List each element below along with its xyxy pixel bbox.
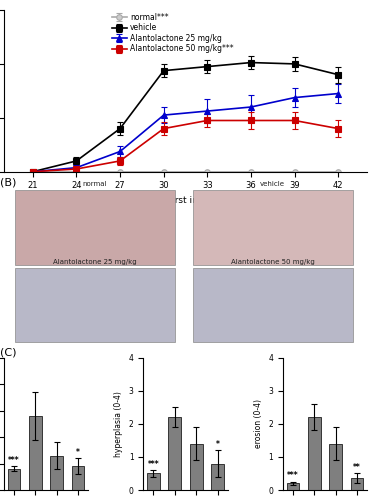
- Bar: [308, 417, 321, 490]
- Bar: [329, 444, 342, 490]
- Bar: [14, 190, 175, 264]
- Text: ***: ***: [8, 456, 20, 464]
- Y-axis label: erosion (0-4): erosion (0-4): [254, 400, 263, 448]
- Text: ***: ***: [287, 471, 299, 480]
- Text: vehicle: vehicle: [260, 181, 285, 187]
- Bar: [211, 464, 224, 490]
- Text: (B): (B): [0, 178, 16, 188]
- Text: (C): (C): [0, 347, 17, 357]
- Bar: [29, 416, 42, 490]
- Bar: [7, 469, 20, 490]
- Bar: [14, 268, 175, 342]
- Text: normal: normal: [82, 181, 107, 187]
- Bar: [286, 484, 299, 490]
- Text: Alantolactone 25 mg/kg: Alantolactone 25 mg/kg: [53, 258, 137, 264]
- Legend: normal***, vehicle, Alantolactone 25 mg/kg, Alantolactone 50 mg/kg***: normal***, vehicle, Alantolactone 25 mg/…: [109, 10, 236, 56]
- Text: ***: ***: [148, 460, 159, 468]
- Bar: [193, 190, 353, 264]
- Bar: [168, 417, 181, 490]
- Bar: [72, 466, 85, 490]
- Bar: [147, 474, 160, 490]
- X-axis label: Days after first immunization: Days after first immunization: [119, 196, 252, 205]
- Y-axis label: hyperplasia (0-4): hyperplasia (0-4): [114, 391, 123, 457]
- Text: *: *: [216, 440, 220, 448]
- Text: *: *: [76, 448, 80, 456]
- Bar: [193, 268, 353, 342]
- Text: Alantolactone 50 mg/kg: Alantolactone 50 mg/kg: [231, 258, 315, 264]
- Bar: [50, 456, 63, 490]
- Text: **: **: [353, 463, 361, 472]
- Bar: [351, 478, 364, 490]
- Bar: [190, 444, 203, 490]
